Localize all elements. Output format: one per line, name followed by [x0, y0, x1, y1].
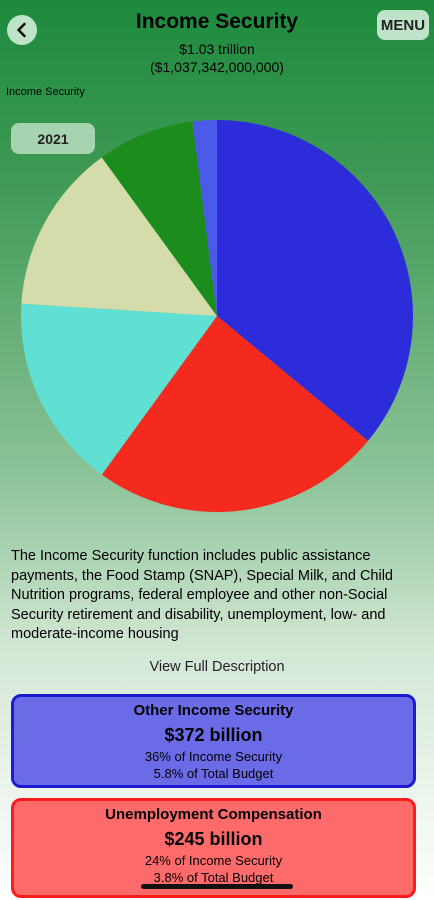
- home-indicator: [141, 884, 293, 889]
- category-card-other-income-security[interactable]: Other Income Security $372 billion 36% o…: [11, 694, 416, 788]
- chevron-left-icon: [17, 22, 26, 38]
- year-selector[interactable]: 2021: [11, 123, 95, 154]
- category-name: Unemployment Compensation: [105, 806, 322, 823]
- function-description: The Income Security function includes pu…: [11, 548, 393, 642]
- page-title: Income Security: [135, 10, 299, 33]
- category-percent-function: 36% of Income Security: [144, 749, 283, 764]
- pie-chart[interactable]: [0, 0, 434, 530]
- pie-slice-1[interactable]: [101, 316, 369, 512]
- category-amount: $245 billion: [164, 829, 263, 849]
- category-percent-budget: 3.8% of Total Budget: [153, 870, 274, 885]
- total-amount: $1.03 trillion ($1,037,342,000,000): [0, 40, 434, 76]
- pie-slice-4[interactable]: [101, 121, 217, 316]
- menu-button[interactable]: MENU: [377, 10, 429, 40]
- total-short: $1.03 trillion: [179, 41, 255, 57]
- chart-label: Income Security: [6, 86, 85, 98]
- pie-slice-5[interactable]: [192, 120, 217, 316]
- category-name: Other Income Security: [133, 702, 294, 719]
- view-full-description-link[interactable]: View Full Description: [149, 659, 285, 675]
- category-card-unemployment-compensation[interactable]: Unemployment Compensation $245 billion 2…: [11, 798, 416, 898]
- back-button[interactable]: [7, 15, 37, 45]
- pie-slice-3[interactable]: [21, 157, 217, 316]
- category-percent-function: 24% of Income Security: [144, 853, 283, 868]
- total-full: ($1,037,342,000,000): [150, 59, 284, 75]
- pie-slice-2[interactable]: [21, 303, 218, 475]
- category-percent-budget: 5.8% of Total Budget: [153, 766, 274, 781]
- category-amount: $372 billion: [164, 725, 263, 745]
- pie-slice-0[interactable]: [217, 120, 413, 441]
